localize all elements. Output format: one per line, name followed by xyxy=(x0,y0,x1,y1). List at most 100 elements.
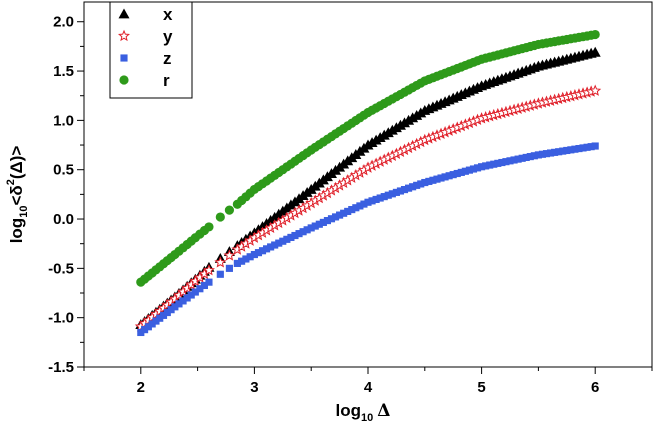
data-point-z xyxy=(205,278,213,286)
data-point-z xyxy=(352,204,360,212)
data-point-z xyxy=(575,144,583,153)
legend-label-z: z xyxy=(163,49,172,68)
data-point-z xyxy=(396,187,405,195)
x-tick-label: 5 xyxy=(477,379,485,396)
data-point-z xyxy=(567,146,575,154)
data-point-z xyxy=(152,317,160,325)
y-tick-label: 0.0 xyxy=(53,211,74,228)
y-tick-label: 1.5 xyxy=(53,63,74,80)
legend-marker-y xyxy=(118,29,130,42)
x-tick-label: 2 xyxy=(137,379,145,396)
y-tick-label: -1.0 xyxy=(48,310,74,327)
y-tick-label: 0.5 xyxy=(53,162,74,179)
data-point-z xyxy=(469,165,478,173)
data-point-z xyxy=(429,176,437,184)
data-point-z xyxy=(336,211,344,219)
data-point-z xyxy=(388,190,396,198)
data-point-y xyxy=(223,249,236,261)
data-point-z xyxy=(295,230,303,238)
data-point-z xyxy=(461,167,469,175)
data-point-z xyxy=(534,151,542,159)
data-point-z xyxy=(579,144,587,152)
legend-label-x: x xyxy=(163,5,173,24)
data-point-z xyxy=(303,226,311,234)
data-point-z xyxy=(542,150,551,158)
data-point-z xyxy=(156,314,164,322)
data-point-z xyxy=(148,320,156,328)
y-tick-label: -1.5 xyxy=(48,359,74,376)
data-point-z xyxy=(591,142,599,150)
y-axis-title-subscript: 10 xyxy=(18,206,30,218)
data-point-z xyxy=(254,249,263,257)
legend-marker-r xyxy=(119,75,129,85)
data-point-r xyxy=(590,29,600,40)
x-axis-title-prefix: log xyxy=(336,401,362,420)
data-point-z xyxy=(144,323,152,331)
data-point-z xyxy=(246,253,254,261)
y-axis-title: log10<δ2(Δ)> xyxy=(5,146,30,244)
series-layer xyxy=(134,29,602,337)
data-point-z xyxy=(163,308,171,317)
data-point-z xyxy=(494,159,502,167)
data-point-z xyxy=(291,231,299,240)
data-point-z xyxy=(498,158,506,167)
y-axis-title-superscript: 2 xyxy=(5,179,17,185)
data-point-z xyxy=(563,146,571,155)
data-point-z xyxy=(583,143,591,151)
data-point-z xyxy=(238,257,246,265)
data-point-z xyxy=(445,172,453,180)
data-point-z xyxy=(538,150,547,158)
data-point-y xyxy=(214,256,227,268)
data-point-z xyxy=(417,180,425,188)
legend-label-y: y xyxy=(163,27,173,46)
x-tick-label: 4 xyxy=(364,379,373,396)
y-axis-title-body: <δ xyxy=(7,185,26,205)
data-point-z xyxy=(364,198,372,206)
x-axis-title-subscript: 10 xyxy=(361,412,373,424)
data-point-r xyxy=(204,222,214,232)
data-point-z xyxy=(191,288,199,296)
data-point-z xyxy=(547,149,555,157)
data-point-z xyxy=(530,152,538,160)
data-point-x xyxy=(589,46,601,57)
data-point-z xyxy=(141,326,149,334)
data-point-z xyxy=(441,173,449,181)
data-point-z xyxy=(275,239,283,247)
data-point-z xyxy=(518,154,526,162)
y-tick-label: 1.0 xyxy=(53,112,74,129)
x-axis-title: log10 Δ xyxy=(336,401,391,424)
data-point-z xyxy=(279,237,287,245)
data-point-r xyxy=(215,212,225,222)
data-point-z xyxy=(242,255,250,263)
data-point-z xyxy=(502,158,510,166)
data-point-z xyxy=(196,285,204,293)
data-point-z xyxy=(587,143,595,151)
data-point-y xyxy=(202,264,215,276)
data-point-z xyxy=(331,213,340,221)
data-point-z xyxy=(233,259,241,267)
data-point-z xyxy=(555,148,563,156)
data-point-z xyxy=(457,168,465,176)
data-point-z xyxy=(183,294,191,302)
data-point-z xyxy=(559,147,567,155)
data-point-z xyxy=(514,155,522,163)
data-point-z xyxy=(437,174,445,182)
data-point-z xyxy=(287,233,295,241)
data-point-z xyxy=(380,193,388,201)
data-point-z xyxy=(413,181,421,189)
data-point-z xyxy=(137,328,145,337)
data-point-z xyxy=(510,156,518,164)
data-point-z xyxy=(340,209,348,217)
data-point-z xyxy=(356,202,364,210)
data-point-z xyxy=(225,264,233,272)
data-point-z xyxy=(482,162,490,170)
data-point-z xyxy=(405,184,413,192)
data-point-z xyxy=(478,163,486,171)
x-tick-label: 6 xyxy=(591,379,599,396)
data-point-z xyxy=(319,218,327,226)
legend-marker-z xyxy=(120,54,128,62)
data-point-z xyxy=(175,300,183,308)
data-point-z xyxy=(216,270,224,278)
